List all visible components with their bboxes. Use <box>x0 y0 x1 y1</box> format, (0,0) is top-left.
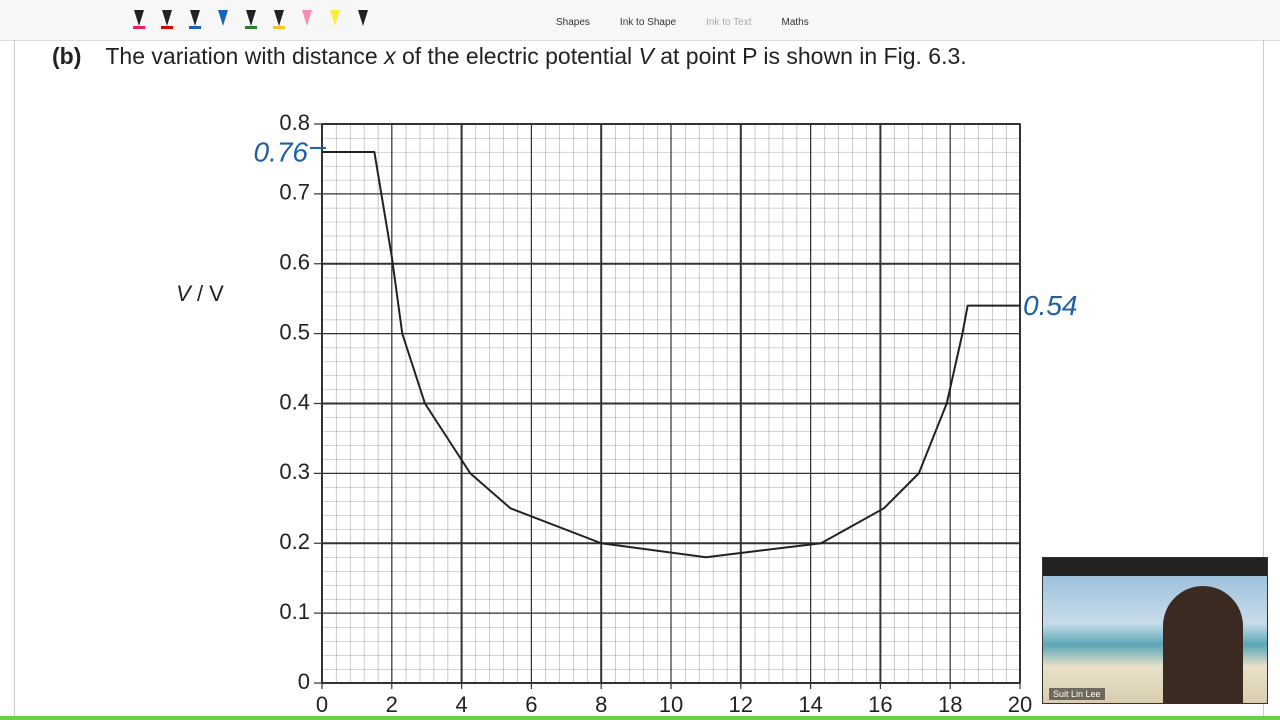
line <box>322 150 1020 559</box>
question-label: (b) <box>52 43 82 69</box>
annotation: 0.54 <box>1023 290 1078 321</box>
scroll-edge <box>1263 40 1264 720</box>
toolbar-item[interactable]: Ink to Shape <box>619 17 677 28</box>
y-tick-label: 0.1 <box>279 599 310 624</box>
question-text: of the electric potential <box>395 43 639 69</box>
webcam-name: Suit Lin Lee <box>1049 688 1105 700</box>
y-tick-label: 0.8 <box>279 110 310 135</box>
margin-line <box>14 40 15 720</box>
question-text: V <box>638 43 654 69</box>
y-axis-label-part: V <box>176 281 193 306</box>
webcam-person <box>1163 586 1243 703</box>
question-text: The variation with distance <box>105 43 385 69</box>
x-tick-label: 8 <box>595 692 607 717</box>
x-tick-label: 14 <box>798 692 822 717</box>
x-tick-label: 10 <box>659 692 683 717</box>
x-tick-label: 20 <box>1008 692 1032 717</box>
y-tick-label: 0.3 <box>279 459 310 484</box>
question-text: at point P is shown in Fig. 6.3. <box>653 43 967 69</box>
webcam: Suit Lin Lee <box>1042 557 1268 704</box>
x-tick-label: 12 <box>729 692 753 717</box>
y-tick-label: 0.2 <box>279 529 310 554</box>
pen[interactable] <box>242 8 260 30</box>
annotation: 0.76 <box>254 136 309 167</box>
pen[interactable] <box>158 8 176 30</box>
x-tick-label: 0 <box>316 692 328 717</box>
y-tick-label: 0.4 <box>279 389 310 414</box>
y-axis-label: V / V <box>176 281 224 306</box>
question: (b) The variation with distance x of the … <box>52 43 967 70</box>
x-tick-label: 4 <box>455 692 467 717</box>
webcam-bar <box>1043 558 1267 576</box>
x-tick-label: 16 <box>868 692 892 717</box>
y-tick-label: 0.6 <box>279 250 310 275</box>
y-axis-label-part: / V <box>191 281 224 306</box>
x-tick-label: 18 <box>938 692 962 717</box>
pen[interactable] <box>326 8 344 30</box>
pen[interactable] <box>186 8 204 30</box>
y-tick-label: 0.7 <box>279 180 310 205</box>
x-tick-label: 2 <box>386 692 398 717</box>
x-tick-label: 6 <box>525 692 537 717</box>
pen[interactable] <box>298 8 316 30</box>
pen[interactable] <box>214 8 232 30</box>
share-frame <box>0 716 1280 720</box>
toolbar-item[interactable]: Shapes <box>556 17 590 28</box>
toolbar: Shapes Ink to Shape Ink to Text Maths <box>0 0 1280 41</box>
question-text: x <box>384 43 396 69</box>
pen[interactable] <box>130 8 148 30</box>
toolbar-item[interactable]: Maths <box>781 17 809 28</box>
pen-tools <box>130 8 372 30</box>
y-tick-label: 0.5 <box>279 319 310 344</box>
pen[interactable] <box>354 8 372 30</box>
pen[interactable] <box>270 8 288 30</box>
y-tick-label: 0 <box>298 669 310 694</box>
toolbar-items: Shapes Ink to Shape Ink to Text Maths <box>556 17 809 28</box>
toolbar-item[interactable]: Ink to Text <box>706 17 752 28</box>
